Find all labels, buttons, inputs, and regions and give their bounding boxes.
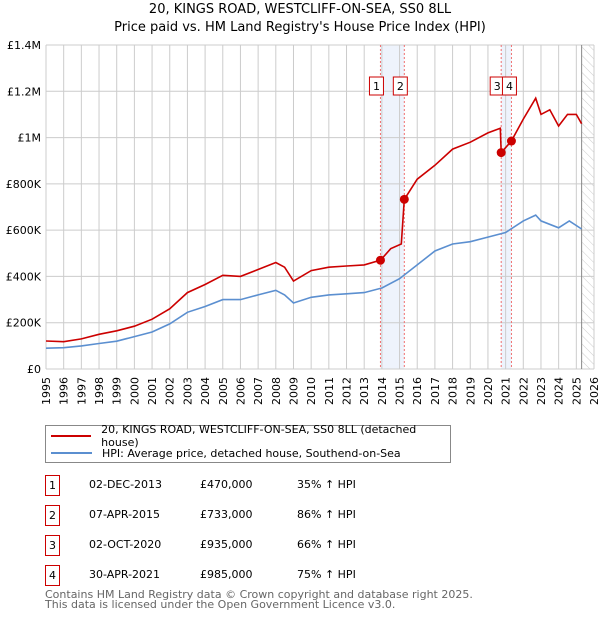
y-tick-label: £0 — [27, 363, 41, 376]
sale-marker-badge: 2 — [45, 505, 60, 526]
sale-date: 30-APR-2021 — [89, 568, 161, 581]
legend: 20, KINGS ROAD, WESTCLIFF-ON-SEA, SS0 8L… — [45, 423, 451, 463]
x-tick-label: 2020 — [482, 377, 495, 405]
x-tick-label: 1996 — [58, 377, 71, 405]
sale-label-box — [392, 76, 408, 96]
x-tick-label: 2009 — [287, 377, 300, 405]
y-tick-label: £1.2M — [7, 85, 41, 98]
x-tick-label: 2002 — [164, 377, 177, 405]
footer: Contains HM Land Registry data © Crown c… — [45, 588, 473, 611]
legend-item-property: 20, KINGS ROAD, WESTCLIFF-ON-SEA, SS0 8L… — [46, 423, 450, 449]
x-tick-label: 2006 — [234, 377, 247, 405]
x-tick-label: 2013 — [358, 377, 371, 405]
sale-hpi-diff: 86% ↑ HPI — [297, 508, 356, 521]
x-tick-label: 2011 — [323, 377, 336, 405]
sale-point — [375, 255, 385, 265]
x-tick-label: 2026 — [588, 377, 600, 405]
sale-hpi-diff: 75% ↑ HPI — [297, 568, 356, 581]
sale-marker-badge: 4 — [45, 565, 60, 586]
sale-marker-badge: 1 — [45, 475, 60, 496]
legend-label: 20, KINGS ROAD, WESTCLIFF-ON-SEA, SS0 8L… — [101, 423, 417, 449]
sale-point — [496, 148, 506, 158]
sale-label-box — [501, 76, 517, 96]
x-tick-label: 1999 — [111, 377, 124, 405]
footer-line: This data is licensed under the Open Gov… — [45, 598, 396, 611]
x-tick-label: 2001 — [146, 377, 159, 405]
sale-date: 07-APR-2015 — [89, 508, 161, 521]
legend-swatch-red — [51, 435, 92, 437]
series-line — [45, 214, 583, 349]
legend-label: HPI: Average price, detached house, Sout… — [102, 446, 401, 460]
x-tick-label: 2021 — [500, 377, 513, 405]
x-tick-label: 2008 — [270, 377, 283, 405]
sale-label-text: 4 — [506, 80, 513, 93]
sale-price: £470,000 — [200, 478, 253, 491]
sale-label-text: 3 — [494, 80, 501, 93]
x-tick-label: 2012 — [341, 377, 354, 405]
sale-date: 02-OCT-2020 — [89, 538, 162, 551]
sale-row: 1 02-DEC-2013 £470,000 35% ↑ HPI — [45, 475, 465, 496]
sale-label-text: 2 — [397, 80, 404, 93]
ownership-band — [380, 45, 405, 369]
sale-point — [399, 194, 409, 204]
x-tick-label: 2000 — [128, 377, 141, 405]
x-tick-label: 2023 — [535, 377, 548, 405]
sale-price: £733,000 — [200, 508, 253, 521]
x-tick-label: 1997 — [75, 377, 88, 405]
sale-hpi-diff: 66% ↑ HPI — [297, 538, 356, 551]
sale-label-text: 1 — [373, 80, 380, 93]
legend-swatch-blue — [51, 452, 92, 454]
sale-label: 2 — [392, 76, 408, 96]
chart-title: 20, KINGS ROAD, WESTCLIFF-ON-SEA, SS0 8L… — [148, 2, 452, 17]
x-tick-label: 2025 — [570, 377, 583, 405]
x-tick-label: 2005 — [217, 377, 230, 405]
x-tick-label: 2018 — [447, 377, 460, 405]
sale-row: 4 30-APR-2021 £985,000 75% ↑ HPI — [45, 565, 465, 586]
y-tick-label: £200K — [6, 317, 42, 330]
forecast-hatch — [581, 45, 594, 369]
sale-price: £935,000 — [200, 538, 253, 551]
x-tick-label: 2014 — [376, 377, 389, 405]
sale-label: 1 — [368, 76, 384, 96]
x-tick-label: 2016 — [411, 377, 424, 405]
x-tick-label: 2010 — [305, 377, 318, 405]
sale-label-box — [368, 76, 384, 96]
x-tick-label: 2004 — [199, 377, 212, 405]
x-tick-label: 2019 — [464, 377, 477, 405]
y-tick-label: £600K — [6, 224, 42, 237]
sale-marker-badge: 3 — [45, 535, 60, 556]
x-tick-label: 2017 — [429, 377, 442, 405]
x-tick-label: 2015 — [394, 377, 407, 405]
chart-subtitle: Price paid vs. HM Land Registry's House … — [114, 20, 486, 35]
y-tick-label: £1.4M — [7, 39, 41, 52]
x-tick-label: 2007 — [252, 377, 265, 405]
sale-row: 2 07-APR-2015 £733,000 86% ↑ HPI — [45, 505, 465, 526]
sale-row: 3 02-OCT-2020 £935,000 66% ↑ HPI — [45, 535, 465, 556]
ownership-band — [501, 45, 512, 369]
sale-hpi-diff: 35% ↑ HPI — [297, 478, 356, 491]
price-chart: 1995 1996 1997 1998 1999 2000 2001 2002 2003 2004… — [6, 39, 600, 405]
footer-line: Contains HM Land Registry data © Crown c… — [45, 588, 473, 601]
y-tick-label: £800K — [6, 178, 42, 191]
series-line — [45, 96, 583, 343]
sale-point — [506, 136, 516, 146]
sale-date: 02-DEC-2013 — [89, 478, 163, 491]
sale-label: 4 — [501, 76, 517, 96]
y-tick-label: £1M — [18, 132, 42, 145]
legend-item-hpi: HPI: Average price, detached house, Sout… — [46, 445, 401, 461]
x-tick-label: 2003 — [181, 377, 194, 405]
x-tick-label: 1995 — [40, 377, 53, 405]
sale-price: £985,000 — [200, 568, 253, 581]
x-tick-label: 1998 — [93, 377, 106, 405]
x-tick-label: 2022 — [517, 377, 530, 405]
x-tick-label: 2024 — [553, 377, 566, 405]
y-tick-label: £400K — [6, 270, 42, 283]
